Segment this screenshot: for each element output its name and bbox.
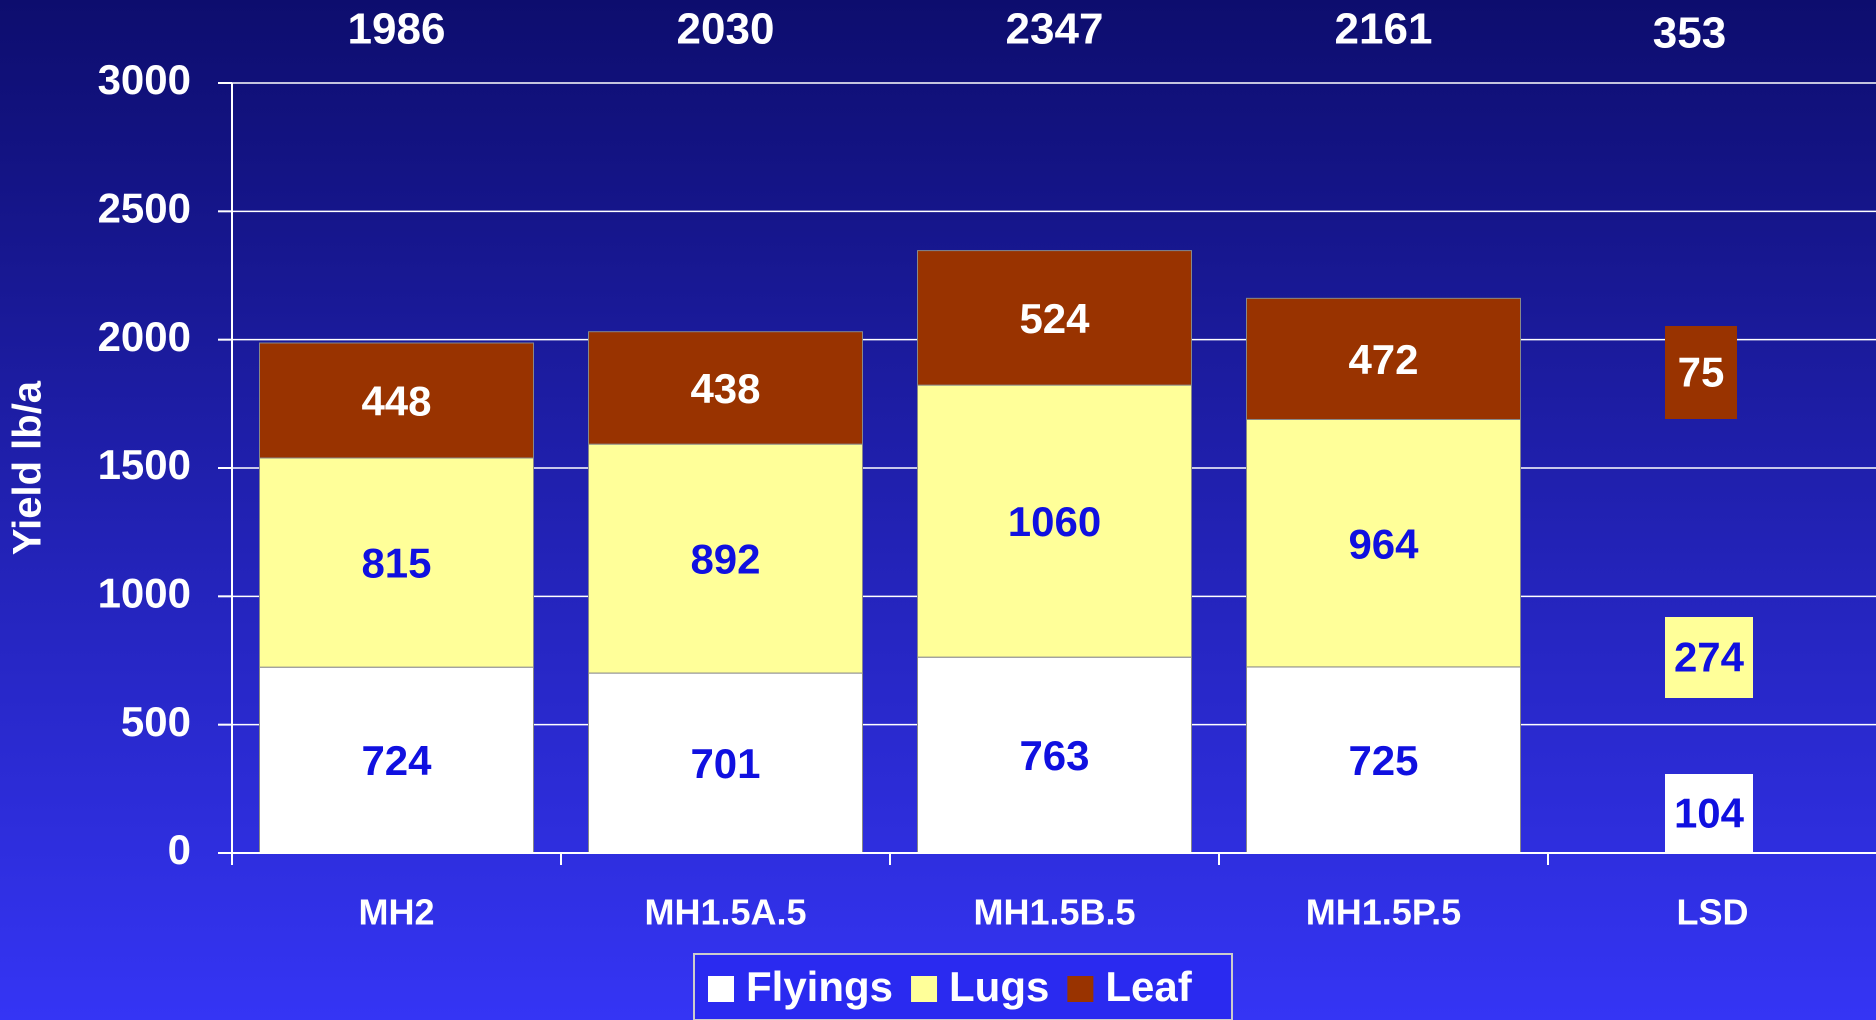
x-tick-label: MH1.5A.5	[644, 892, 806, 933]
y-tick-label: 1000	[98, 569, 191, 616]
legend-label: Lugs	[949, 963, 1049, 1010]
x-tick-label: MH1.5P.5	[1306, 892, 1461, 933]
value-label: 1060	[1008, 498, 1101, 545]
bar-segment	[259, 457, 534, 668]
legend-box	[693, 953, 1233, 1020]
value-label: 448	[361, 378, 431, 425]
bar-segment	[1246, 297, 1521, 420]
value-label: 438	[690, 365, 760, 412]
total-label: 353	[1653, 9, 1726, 58]
value-label: 472	[1348, 336, 1418, 383]
y-axis-label: Yield lb/a	[6, 380, 50, 555]
y-tick-label: 0	[168, 826, 191, 873]
value-label: 725	[1348, 737, 1418, 784]
value-label: 701	[690, 740, 760, 787]
x-tick-label: MH1.5B.5	[973, 892, 1135, 933]
value-label: 815	[361, 540, 431, 587]
total-label: 2030	[677, 5, 775, 54]
value-label: 763	[1019, 732, 1089, 779]
y-tick-label: 500	[121, 698, 191, 745]
bar-segment	[917, 250, 1192, 386]
bar-segment	[1246, 666, 1521, 854]
total-label: 1986	[348, 5, 446, 54]
bar-segment	[259, 666, 534, 854]
lsd-box	[1665, 326, 1737, 419]
legend-label: Flyings	[746, 963, 893, 1010]
y-tick-label: 3000	[98, 56, 191, 103]
value-label: 524	[1019, 295, 1090, 342]
legend-swatch	[911, 976, 938, 1002]
lsd-label: 274	[1674, 634, 1745, 681]
x-tick-label: LSD	[1677, 892, 1749, 933]
y-tick-label: 2500	[98, 184, 191, 231]
bar-segment	[1246, 418, 1521, 668]
bar-segment	[259, 342, 534, 459]
legend-label: Leaf	[1105, 963, 1192, 1010]
total-label: 2347	[1006, 5, 1104, 54]
lsd-box	[1665, 774, 1753, 853]
legend-swatch	[1067, 976, 1094, 1002]
value-label: 892	[690, 536, 760, 583]
value-label: 964	[1348, 520, 1419, 567]
x-tick-label: MH2	[358, 892, 434, 933]
bar-segment	[588, 331, 863, 445]
lsd-label: 104	[1674, 790, 1745, 837]
y-tick-label: 2000	[98, 313, 191, 360]
total-label: 2161	[1335, 5, 1433, 54]
legend-swatch	[708, 976, 734, 1002]
lsd-label: 75	[1678, 349, 1725, 396]
bar-segment	[588, 672, 863, 854]
bar-segment	[917, 384, 1192, 658]
bar-segment	[917, 656, 1192, 854]
y-tick-label: 1500	[98, 441, 191, 488]
lsd-box	[1665, 617, 1753, 698]
bar-segment	[588, 443, 863, 674]
value-label: 724	[361, 737, 432, 784]
